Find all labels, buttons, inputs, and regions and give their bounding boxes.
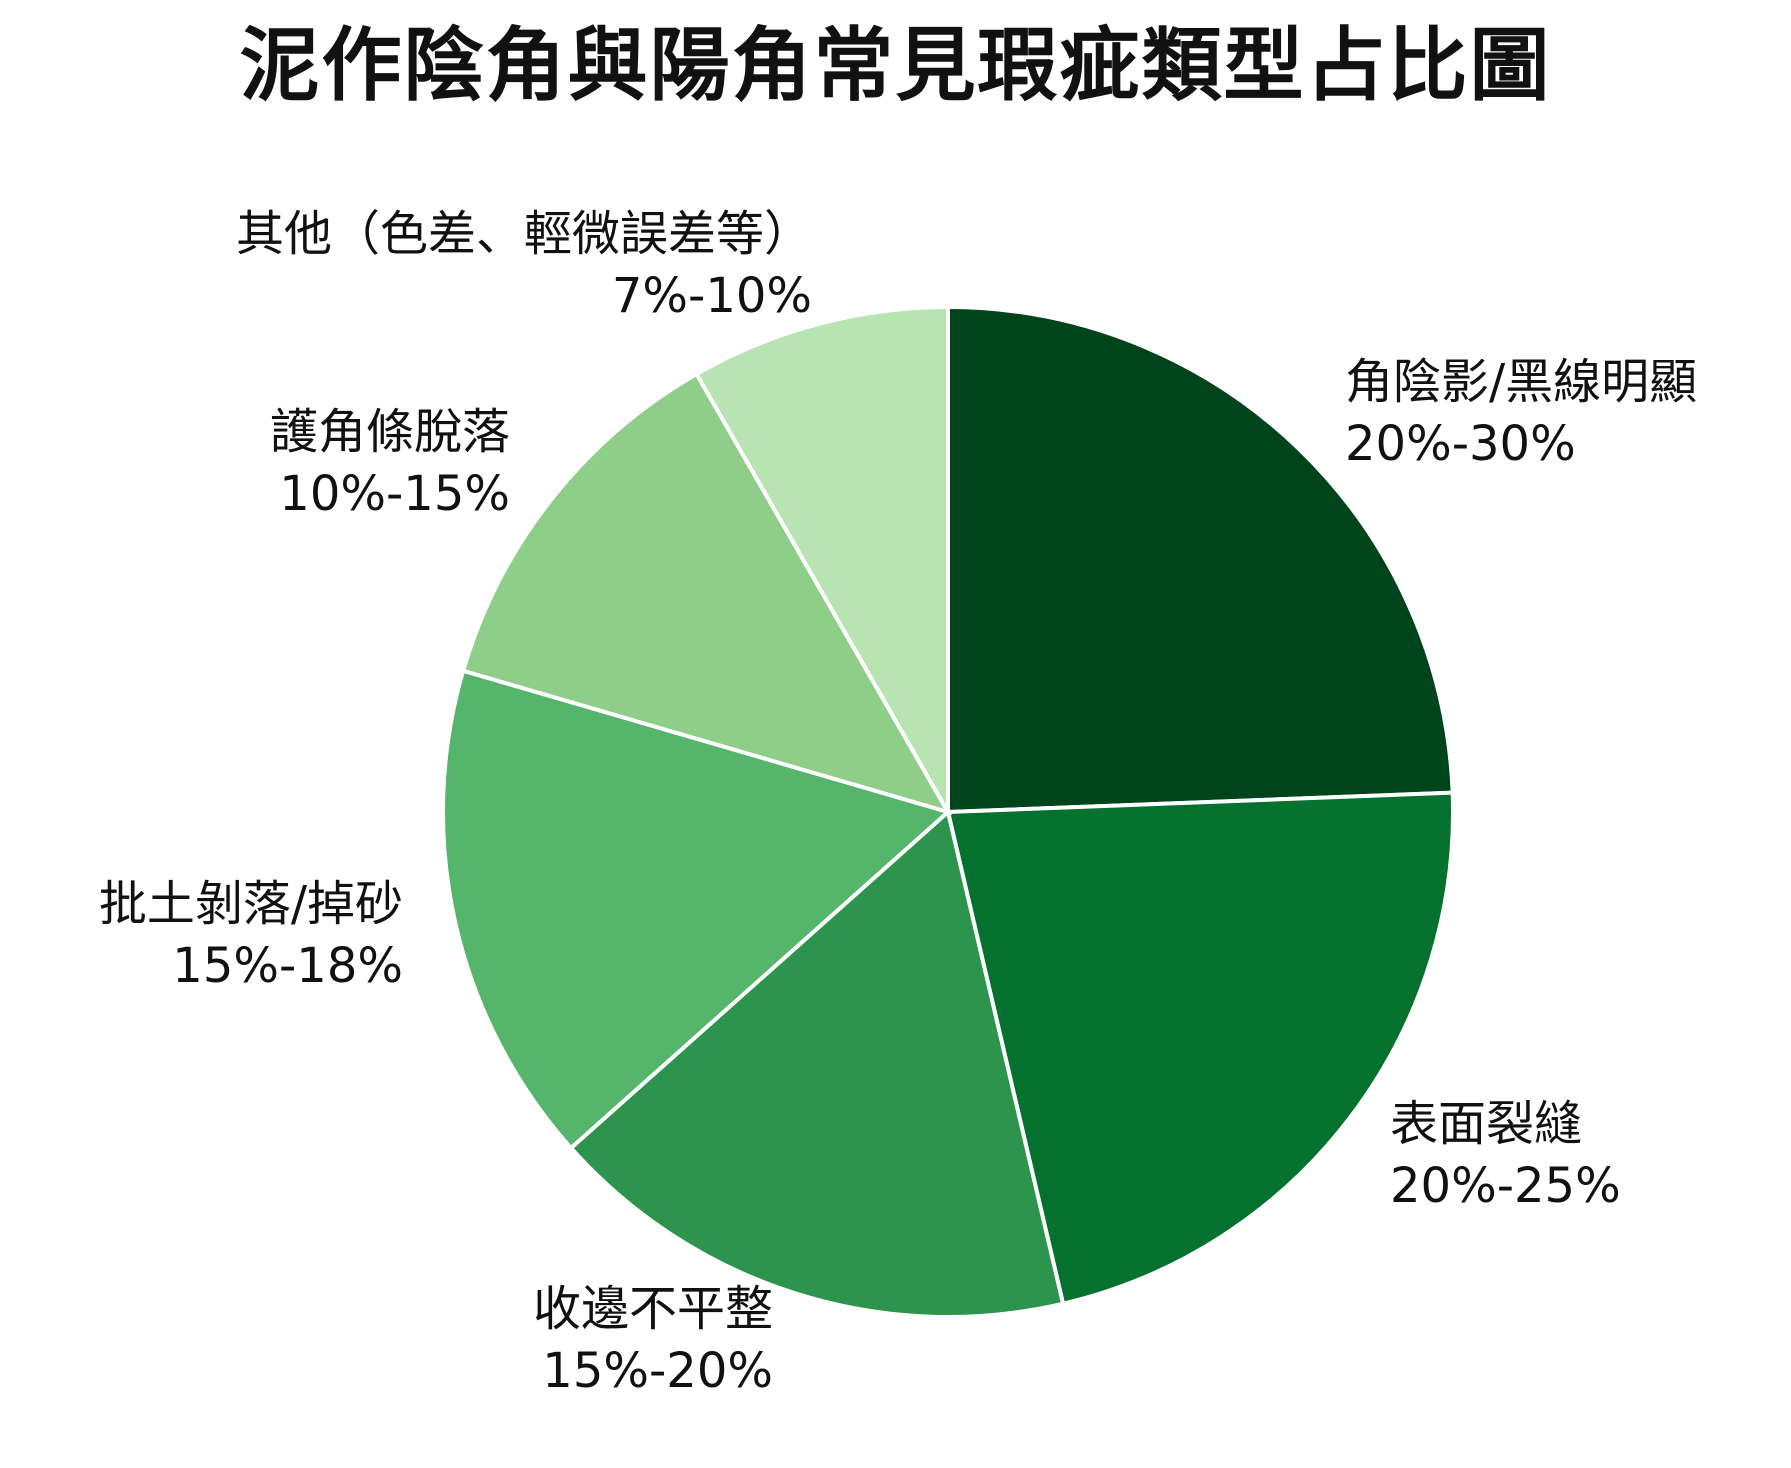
- pie-slices: [441, 304, 1455, 1319]
- pie-slice-3: [568, 808, 1066, 1319]
- pie-slice-5: [460, 371, 953, 816]
- slice-label-5: 護角條脫落: [270, 404, 510, 460]
- slice-percent-3: 15%-20%: [542, 1343, 773, 1399]
- pie-labels: 角陰影/黑線明顯 20%-30% 表面裂縫 20%-25% 收邊不平整 15%-20% 批土…: [99, 206, 1697, 1399]
- slice-label-2: 表面裂縫: [1390, 1096, 1582, 1152]
- pie-slice-1: [946, 304, 1455, 815]
- slice-label-1: 角陰影/黑線明顯: [1345, 354, 1697, 410]
- slice-percent-1: 20%-30%: [1345, 416, 1576, 472]
- slice-percent-4: 15%-18%: [172, 938, 403, 994]
- slice-percent-2: 20%-25%: [1390, 1158, 1621, 1214]
- slice-label-6: 其他（色差、輕微誤差等）: [236, 206, 812, 262]
- slice-label-3: 收邊不平整: [533, 1281, 773, 1337]
- pie-slice-6: [693, 304, 950, 820]
- slice-percent-6: 7%-10%: [612, 268, 812, 324]
- chart-title: 泥作陰角與陽角常見瑕疵類型占比圖: [239, 19, 1552, 112]
- pie-slice-2: [945, 790, 1455, 1307]
- pie-slice-4: [441, 668, 953, 1151]
- slice-label-4: 批土剝落/掉砂: [99, 876, 403, 932]
- slice-percent-5: 10%-15%: [279, 466, 510, 522]
